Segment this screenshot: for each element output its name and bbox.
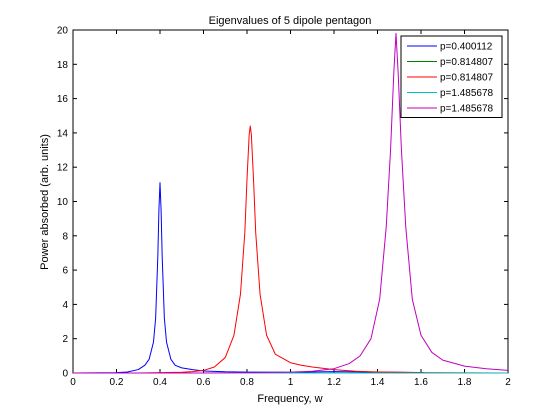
y-tick-label: 2	[62, 334, 68, 345]
y-tick-label: 0	[62, 369, 68, 380]
series-line-5	[73, 32, 509, 374]
y-tick-label: 18	[57, 60, 69, 71]
legend-label-1: p=0.400112	[440, 42, 493, 53]
legend-label-5: p=1.485678	[440, 104, 494, 115]
legend-label-4: p=1.485678	[440, 88, 494, 99]
legend-label-3: p=0.814807	[440, 73, 494, 84]
axis-ticks: 0 0.2 0.4 0.6 0.8 1 1.2 1.4 1.6 1.8 20246810121416…	[57, 26, 511, 389]
series-layer	[72, 32, 509, 374]
legend-label-2: p=0.814807	[440, 57, 494, 68]
x-tick-label: 1.6	[414, 377, 428, 388]
y-tick-label: 14	[57, 128, 69, 139]
y-tick-label: 6	[62, 266, 68, 277]
x-tick-label: 0.6	[197, 377, 211, 388]
x-axis-title: Frequency, w	[257, 393, 322, 405]
y-tick-label: 10	[57, 197, 69, 208]
x-tick-label: 2	[505, 377, 511, 388]
series-line-3	[73, 125, 509, 374]
x-tick-label: 0.8	[240, 377, 254, 388]
chart-title: Eigenvalues of 5 dipole pentagon	[209, 15, 372, 27]
y-tick-label: 16	[57, 94, 69, 105]
y-tick-label: 8	[62, 231, 68, 242]
x-tick-label: 0	[70, 377, 76, 388]
x-tick-label: 1.8	[458, 377, 472, 388]
x-tick-label: 1	[288, 377, 294, 388]
legend: p=0.400112 p=0.814807 p=0.814807 p=1.485678…	[400, 35, 503, 118]
y-tick-label: 20	[57, 26, 69, 37]
y-axis-title: Power absorbed (arb. units)	[39, 134, 51, 270]
y-tick-label: 4	[62, 300, 68, 311]
x-tick-label: 1.4	[371, 377, 385, 388]
series-line-1	[72, 182, 508, 374]
y-tick-label: 12	[57, 163, 69, 174]
x-tick-label: 1.2	[327, 377, 341, 388]
x-tick-label: 0.2	[110, 377, 124, 388]
x-tick-label: 0.4	[153, 377, 167, 388]
